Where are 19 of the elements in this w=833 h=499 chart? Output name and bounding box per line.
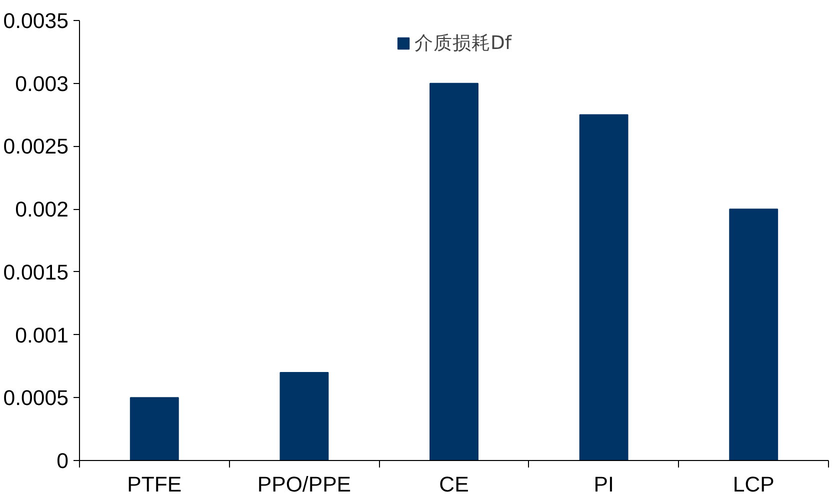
x-tick-label: LCP [732,472,774,496]
bar [579,114,628,460]
bar [280,372,329,460]
y-tick-label: 0.002 [15,198,69,222]
y-tick-label: 0.0015 [3,260,68,284]
x-tick-label: PPO/PPE [257,472,352,496]
x-tick-label: PTFE [127,472,182,496]
y-tick-label: 0 [56,449,69,473]
y-tick-label: 0.0005 [3,386,68,410]
bar [130,397,179,460]
bar [430,82,478,460]
legend-label: 介质损耗Df [414,32,512,56]
y-tick-label: 0.0035 [3,9,68,33]
y-tick-label: 0.001 [15,323,69,348]
x-tick-label: CE [439,472,469,496]
y-tick-label: 0.003 [15,72,69,96]
y-tick-label: 0.0025 [3,134,68,159]
x-tick-label: PI [594,472,614,496]
bar [729,208,778,460]
